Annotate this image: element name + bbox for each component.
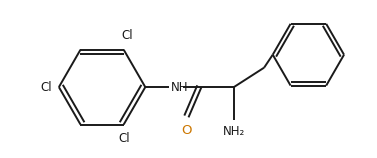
Text: NH₂: NH₂ [223, 125, 245, 138]
Text: Cl: Cl [118, 132, 130, 145]
Text: O: O [181, 124, 192, 137]
Text: NH: NH [171, 81, 189, 94]
Text: Cl: Cl [41, 81, 52, 94]
Text: Cl: Cl [121, 29, 133, 42]
